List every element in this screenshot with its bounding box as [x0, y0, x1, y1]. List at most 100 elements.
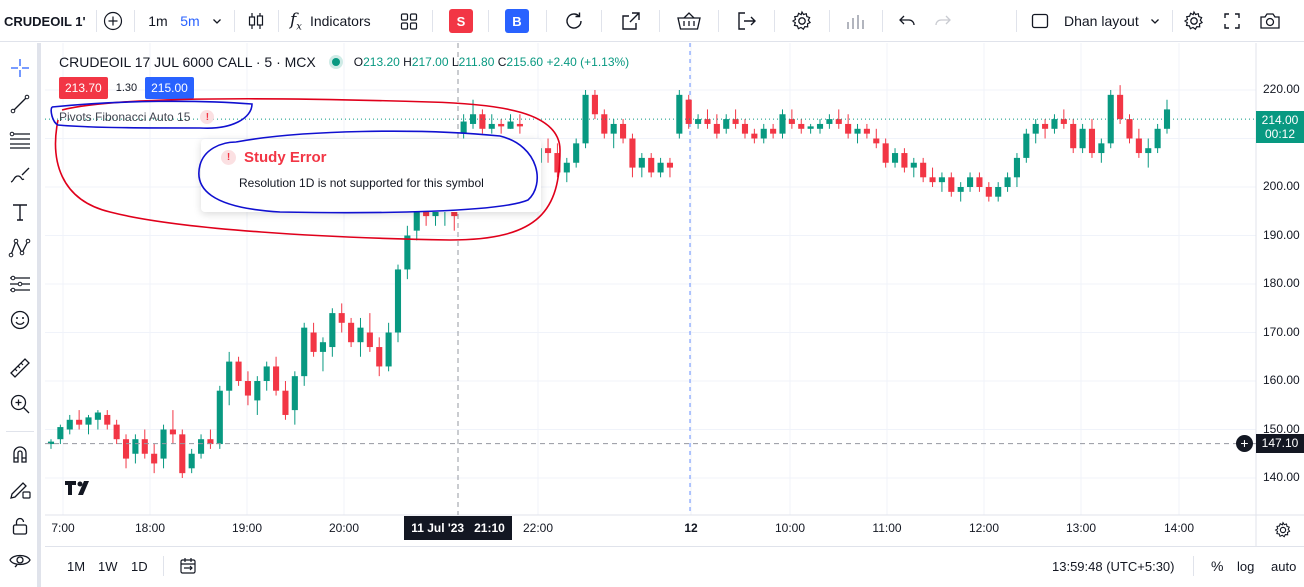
ruler-icon: [10, 358, 30, 378]
measure-tool[interactable]: [5, 353, 35, 383]
candle-body: [807, 126, 814, 129]
refresh-button[interactable]: [561, 0, 587, 42]
buy-label: B: [505, 9, 529, 33]
chart-type-button[interactable]: [243, 0, 269, 42]
refresh-icon: [566, 12, 582, 29]
price-tick-label: 160.00: [1263, 373, 1300, 387]
interval-dropdown-button[interactable]: [206, 0, 228, 42]
open-external-button[interactable]: [618, 0, 644, 42]
candle-body: [507, 121, 514, 129]
compare-symbol-button[interactable]: [100, 0, 126, 42]
pattern-tool[interactable]: [5, 233, 35, 263]
log-scale-button[interactable]: log: [1237, 547, 1254, 585]
redo-icon: [935, 15, 951, 26]
timezone-clock[interactable]: 13:59:48 (UTC+5:30): [1052, 547, 1174, 585]
interval-1m-button[interactable]: 1m: [144, 0, 172, 42]
symbol-title[interactable]: CRUDEOIL 17 JUL 6000 CALL · 5 · MCX: [59, 54, 316, 70]
candle-body: [957, 187, 964, 192]
magnet-tool[interactable]: [5, 439, 35, 469]
study-error-title: Study Error: [244, 149, 327, 166]
templates-button[interactable]: [396, 0, 422, 42]
date-range-button[interactable]: [178, 547, 198, 585]
chart-pane[interactable]: [45, 43, 1304, 546]
zoom-tool[interactable]: [5, 389, 35, 419]
tradingview-logo[interactable]: [62, 476, 96, 500]
indicators-button[interactable]: fx Indicators: [290, 0, 386, 42]
candle-body: [835, 119, 842, 124]
sell-button[interactable]: S: [448, 0, 474, 42]
scale-settings-button[interactable]: [1274, 521, 1292, 544]
divider: [659, 10, 660, 32]
candle-body: [995, 187, 1002, 197]
percent-scale-button[interactable]: %: [1211, 547, 1223, 585]
error-icon[interactable]: !: [200, 110, 215, 124]
candle-body: [779, 114, 786, 134]
candle-body: [760, 128, 767, 139]
candle-body: [291, 376, 298, 411]
auto-scale-button[interactable]: auto: [1271, 547, 1296, 585]
ask-price-button[interactable]: 215.00: [145, 77, 194, 99]
brush-tool[interactable]: [5, 161, 35, 191]
prediction-tool[interactable]: [5, 269, 35, 299]
divider: [601, 10, 602, 32]
layout-button[interactable]: Dhan layout: [1030, 0, 1166, 42]
divider: [882, 10, 883, 32]
study-legend[interactable]: Pivots Fibonacci Auto 15 !: [59, 108, 215, 126]
redo-button[interactable]: [930, 0, 956, 42]
fullscreen-button[interactable]: [1219, 0, 1245, 42]
candlestick-chart[interactable]: [45, 43, 1304, 546]
bid-price-button[interactable]: 213.70: [59, 77, 108, 99]
buy-button[interactable]: B: [504, 0, 530, 42]
settings-button[interactable]: [789, 0, 815, 42]
candle-body: [216, 390, 223, 445]
stay-in-drawing-tool[interactable]: [5, 475, 35, 505]
range-1d-button[interactable]: 1D: [131, 547, 148, 585]
candle-body: [104, 414, 111, 425]
candle-body: [394, 269, 402, 333]
candle-body: [685, 99, 692, 124]
lock-drawings-tool[interactable]: [5, 511, 35, 541]
undo-button[interactable]: [894, 0, 920, 42]
trend-line-tool[interactable]: [5, 89, 35, 119]
candle-body: [498, 123, 505, 127]
candle-body: [235, 361, 242, 381]
candle-body: [113, 424, 120, 440]
candle-body: [845, 123, 852, 134]
symbol-search-button[interactable]: CRUDEOIL 1': [4, 0, 96, 42]
plus-icon: +: [1240, 435, 1249, 451]
hide-drawings-tool[interactable]: [5, 545, 35, 575]
exit-button[interactable]: [733, 0, 759, 42]
crosshair-icon: [11, 59, 29, 77]
range-1w-button[interactable]: 1W: [98, 547, 118, 585]
bid-ask-panel: 213.70 1.30 215.00: [59, 77, 194, 99]
bar-chart-icon: [847, 15, 864, 29]
chart-settings-button[interactable]: [1181, 0, 1207, 42]
candle-body: [301, 327, 308, 377]
candle-body: [1060, 119, 1067, 124]
divider: [774, 10, 775, 32]
crosshair-tool[interactable]: [5, 53, 35, 83]
time-tick-label: 13:00: [1065, 521, 1097, 535]
text-tool[interactable]: [5, 197, 35, 227]
high-value: 217.00: [411, 55, 449, 69]
basket-button[interactable]: [674, 0, 704, 42]
candle-body: [695, 119, 702, 124]
emoji-tool[interactable]: [5, 305, 35, 335]
range-1m-button[interactable]: 1M: [67, 547, 85, 585]
candle-body: [938, 177, 945, 183]
tv-logo-icon: [65, 481, 89, 495]
candle-body: [854, 128, 861, 134]
candle-body: [554, 153, 561, 173]
fib-tool[interactable]: [5, 125, 35, 155]
screenshot-button[interactable]: [1256, 0, 1284, 42]
brush-icon: [10, 167, 30, 183]
grid-icon: [400, 13, 418, 30]
interval-5m-button[interactable]: 5m: [176, 0, 204, 42]
candle-body: [244, 381, 251, 396]
candle-body: [1013, 157, 1020, 178]
study-name[interactable]: Pivots Fibonacci Auto 15: [59, 110, 191, 124]
price-tick-label: 190.00: [1263, 227, 1300, 242]
bars-button[interactable]: [842, 0, 868, 42]
open-value: 213.20: [363, 55, 400, 69]
add-alert-button[interactable]: +: [1236, 435, 1253, 452]
